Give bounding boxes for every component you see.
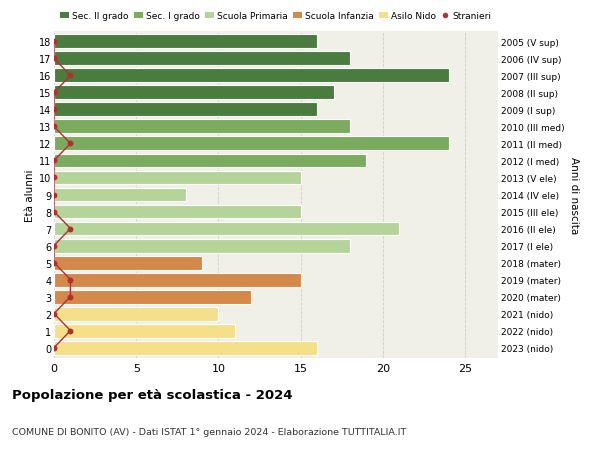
Bar bbox=[54, 307, 218, 321]
Point bbox=[49, 39, 59, 46]
Point bbox=[49, 310, 59, 318]
Bar bbox=[54, 103, 317, 117]
Point bbox=[65, 140, 75, 148]
Bar bbox=[54, 52, 350, 66]
Point bbox=[49, 106, 59, 114]
Legend: Sec. II grado, Sec. I grado, Scuola Primaria, Scuola Infanzia, Asilo Nido, Stran: Sec. II grado, Sec. I grado, Scuola Prim… bbox=[61, 12, 491, 21]
Bar bbox=[54, 171, 301, 185]
Bar bbox=[54, 341, 317, 355]
Bar bbox=[54, 290, 251, 304]
Bar bbox=[54, 324, 235, 338]
Point bbox=[49, 242, 59, 250]
Y-axis label: Anni di nascita: Anni di nascita bbox=[569, 157, 578, 234]
Bar bbox=[54, 205, 301, 219]
Point bbox=[49, 90, 59, 97]
Bar bbox=[54, 69, 449, 83]
Bar bbox=[54, 222, 400, 236]
Point bbox=[49, 174, 59, 182]
Bar bbox=[54, 137, 449, 151]
Bar bbox=[54, 154, 367, 168]
Bar bbox=[54, 256, 202, 270]
Point bbox=[49, 123, 59, 131]
Point bbox=[65, 225, 75, 233]
Point bbox=[49, 157, 59, 165]
Bar bbox=[54, 120, 350, 134]
Point bbox=[49, 208, 59, 216]
Y-axis label: Età alunni: Età alunni bbox=[25, 169, 35, 221]
Bar bbox=[54, 273, 301, 287]
Text: Popolazione per età scolastica - 2024: Popolazione per età scolastica - 2024 bbox=[12, 388, 293, 401]
Point bbox=[65, 276, 75, 284]
Point bbox=[65, 293, 75, 301]
Point bbox=[49, 56, 59, 63]
Point bbox=[65, 327, 75, 335]
Text: COMUNE DI BONITO (AV) - Dati ISTAT 1° gennaio 2024 - Elaborazione TUTTITALIA.IT: COMUNE DI BONITO (AV) - Dati ISTAT 1° ge… bbox=[12, 427, 406, 436]
Point bbox=[49, 191, 59, 199]
Bar bbox=[54, 35, 317, 49]
Bar bbox=[54, 86, 334, 100]
Bar bbox=[54, 188, 185, 202]
Point bbox=[49, 259, 59, 267]
Point bbox=[65, 73, 75, 80]
Point bbox=[49, 344, 59, 352]
Bar bbox=[54, 239, 350, 253]
